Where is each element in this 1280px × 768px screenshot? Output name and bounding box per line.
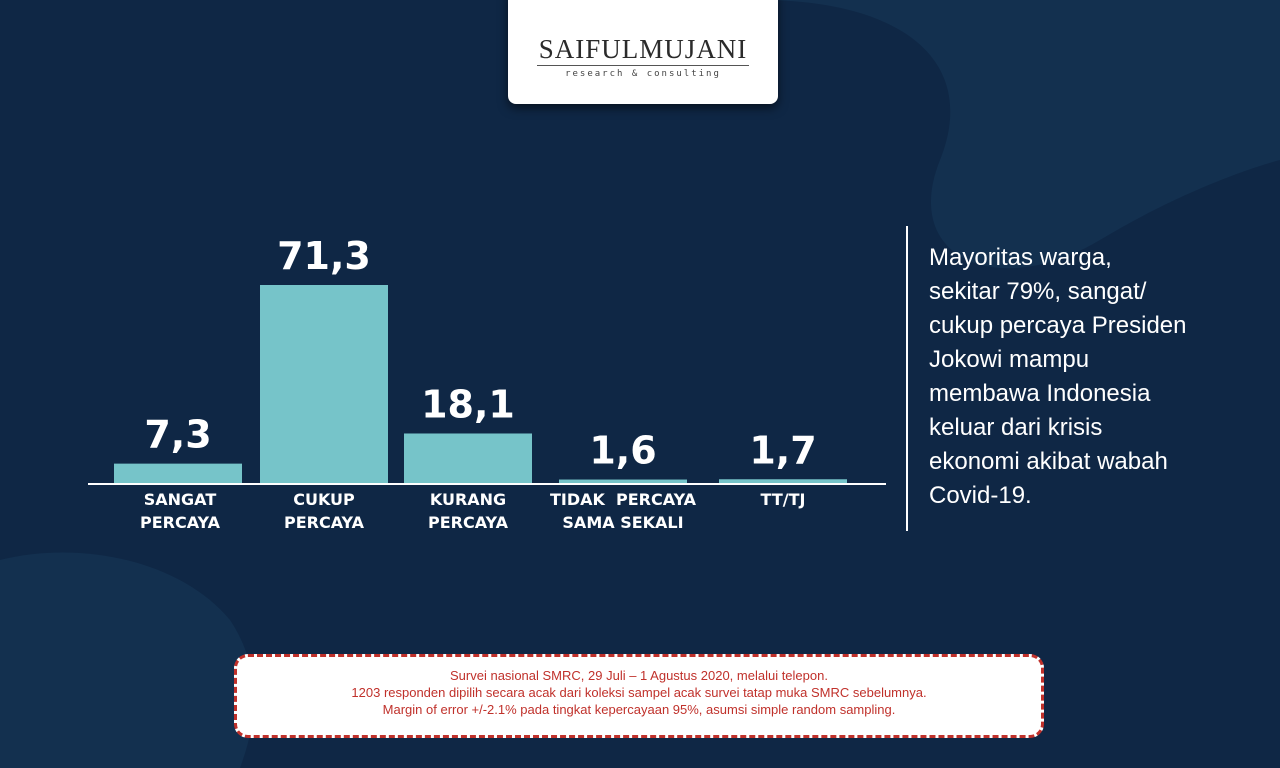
footnote-line: Margin of error +/-2.1% pada tingkat kep… bbox=[382, 702, 896, 717]
bar-value-label: 1,6 bbox=[589, 429, 656, 473]
summary-line: Covid-19. bbox=[929, 482, 1032, 509]
bar-value-label: 7,3 bbox=[144, 413, 211, 457]
logo-card: SAIFULMUJANI research & consulting bbox=[508, 0, 778, 104]
category-label: SAMA SEKALI bbox=[562, 513, 683, 532]
bar-value-label: 18,1 bbox=[421, 382, 515, 426]
summary-line: cukup percaya Presiden bbox=[929, 312, 1187, 339]
summary-text: Mayoritas warga, sekitar 79%, sangat/ cu… bbox=[929, 241, 1249, 513]
bar bbox=[114, 463, 242, 484]
summary-line: keluar dari krisis bbox=[929, 414, 1103, 441]
category-label: TIDAK PERCAYA bbox=[550, 490, 697, 509]
summary-line: Jokowi mampu bbox=[929, 346, 1090, 373]
category-label: SANGAT bbox=[144, 490, 217, 509]
logo-divider bbox=[537, 65, 749, 66]
logo-tagline: research & consulting bbox=[565, 69, 721, 79]
category-label: KURANG bbox=[430, 490, 506, 509]
bar-value-label: 71,3 bbox=[277, 234, 371, 278]
bar bbox=[260, 285, 388, 484]
category-label: TT/TJ bbox=[761, 490, 806, 509]
bar bbox=[404, 433, 532, 484]
category-label: PERCAYA bbox=[284, 513, 365, 532]
survey-footnote: Survei nasional SMRC, 29 Juli – 1 Agustu… bbox=[234, 654, 1044, 738]
summary-line: sekitar 79%, sangat/ bbox=[929, 278, 1147, 305]
footnote-line: 1203 responden dipilih secara acak dari … bbox=[351, 685, 927, 700]
bar bbox=[719, 479, 847, 484]
summary-line: ekonomi akibat wabah bbox=[929, 448, 1168, 475]
logo-name: SAIFULMUJANI bbox=[538, 34, 748, 64]
category-label: PERCAYA bbox=[140, 513, 221, 532]
bar-value-label: 1,7 bbox=[749, 428, 816, 472]
vertical-divider bbox=[906, 226, 908, 531]
summary-line: membawa Indonesia bbox=[929, 380, 1151, 407]
summary-line: Mayoritas warga, bbox=[929, 244, 1112, 271]
bar-chart: 7,3 SANGAT PERCAYA 71,3 CUKUP PERCAYA 18,1 KURA… bbox=[88, 234, 886, 532]
category-label: CUKUP bbox=[293, 490, 355, 509]
bar bbox=[559, 479, 687, 484]
footnote-line: Survei nasional SMRC, 29 Juli – 1 Agustu… bbox=[450, 668, 828, 683]
category-label: PERCAYA bbox=[428, 513, 509, 532]
